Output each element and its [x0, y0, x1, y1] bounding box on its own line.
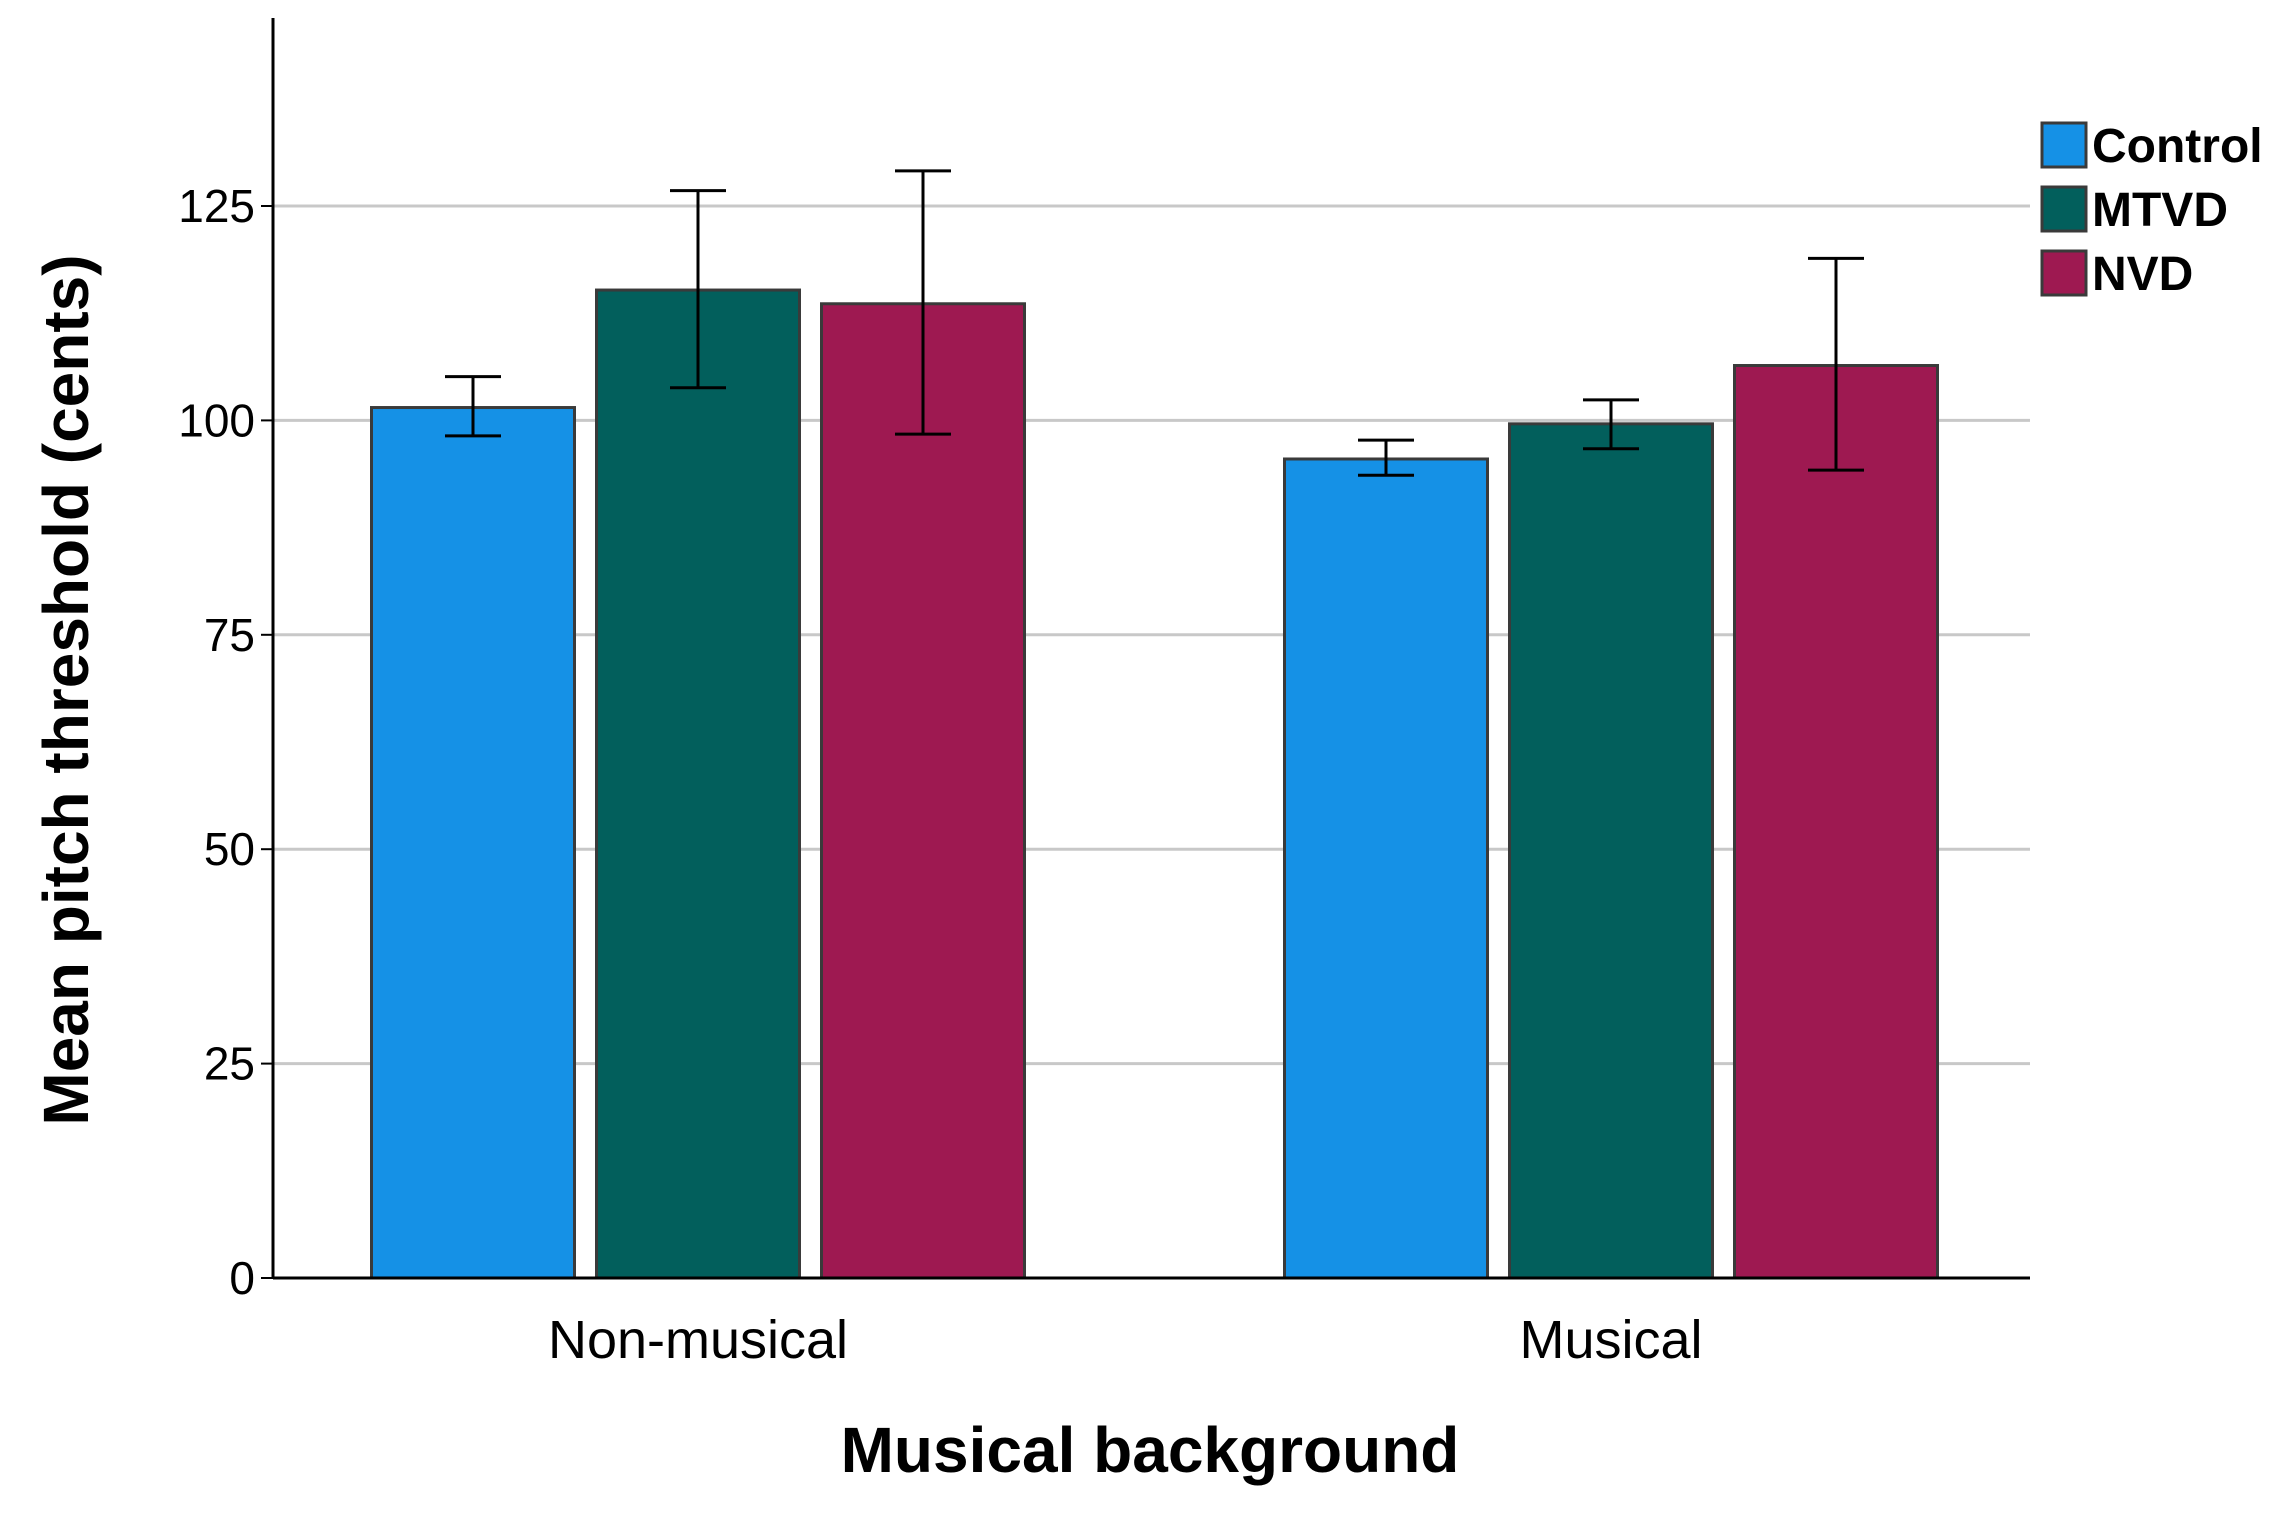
- y-tick-labels: 0 25 50 75 100 125: [178, 180, 255, 1304]
- x-axis-title: Musical background: [841, 1414, 1460, 1486]
- bar-control-musical: [1283, 457, 1489, 1280]
- x-category-labels: Non-musical Musical: [548, 1310, 1703, 1370]
- y-axis-title: Mean pitch threshold (cents): [30, 254, 102, 1125]
- legend-swatch-nvd: [2040, 249, 2088, 297]
- bar-control-non-musical: [370, 406, 576, 1280]
- x-category-label-musical: Musical: [1519, 1310, 1702, 1370]
- legend-label-nvd: NVD: [2092, 248, 2193, 301]
- bar-mtvd-musical: [1508, 422, 1714, 1280]
- x-category-label-non-musical: Non-musical: [548, 1310, 848, 1370]
- bar-mtvd-non-musical: [595, 288, 801, 1280]
- y-tick-label-0: 0: [229, 1252, 255, 1304]
- y-tick-label-75: 75: [204, 609, 255, 661]
- bar-nvd-non-musical: [820, 302, 1026, 1280]
- legend-swatch-mtvd: [2040, 185, 2088, 233]
- legend-swatch-control: [2040, 121, 2088, 169]
- bar-nvd-musical: [1733, 364, 1939, 1280]
- y-tick-label-125: 125: [178, 180, 255, 232]
- legend: Control MTVD NVD: [2040, 120, 2263, 301]
- y-tick-label-100: 100: [178, 394, 255, 446]
- error-bars: [445, 169, 1864, 477]
- bars: [370, 288, 1939, 1280]
- y-tick-label-25: 25: [204, 1038, 255, 1090]
- y-tick-label-50: 50: [204, 823, 255, 875]
- legend-label-control: Control: [2092, 120, 2263, 173]
- axes: [261, 18, 2030, 1280]
- legend-label-mtvd: MTVD: [2092, 184, 2228, 237]
